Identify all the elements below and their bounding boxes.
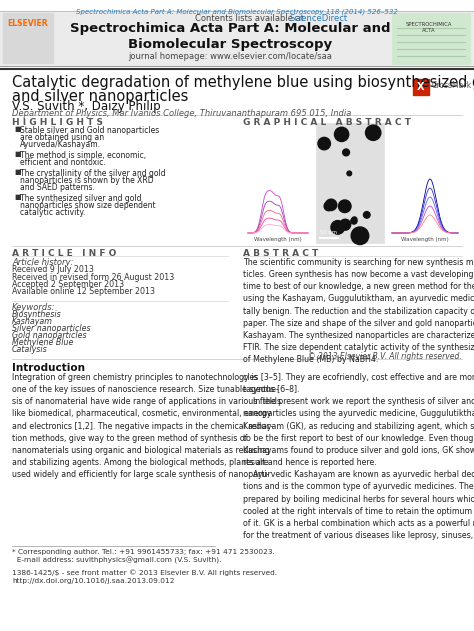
Circle shape (352, 217, 357, 222)
Text: Spectrochimica Acta Part A: Molecular and
Biomolecular Spectroscopy: Spectrochimica Acta Part A: Molecular an… (70, 22, 390, 51)
Text: A B S T R A C T: A B S T R A C T (243, 249, 318, 258)
Text: Kashayam: Kashayam (12, 317, 53, 326)
Text: H I G H L I G H T S: H I G H L I G H T S (12, 118, 103, 127)
Text: Spectrochimica Acta Part A: Molecular and Biomolecular Spectroscopy 118 (2014) 5: Spectrochimica Acta Part A: Molecular an… (76, 8, 398, 15)
Text: catalytic activity.: catalytic activity. (20, 208, 85, 217)
Text: ELSEVIER: ELSEVIER (8, 19, 48, 28)
Text: CrossMark: CrossMark (432, 81, 472, 90)
Circle shape (324, 201, 333, 211)
Circle shape (318, 138, 330, 150)
Text: A R T I C L E   I N F O: A R T I C L E I N F O (12, 249, 117, 258)
Text: nanoparticles show size dependent: nanoparticles show size dependent (20, 201, 155, 210)
Bar (0, 11, 474, 66)
Circle shape (351, 218, 357, 224)
Text: ■: ■ (14, 151, 21, 157)
Text: X: X (417, 82, 425, 92)
Bar (316, 123, 384, 243)
Text: Catalysis: Catalysis (12, 345, 48, 354)
Circle shape (351, 227, 369, 245)
Bar (244, 123, 312, 243)
Text: * Corresponding author. Tel.: +91 9961455733; fax: +91 471 2530023.: * Corresponding author. Tel.: +91 996145… (12, 549, 275, 555)
Text: ScienceDirect: ScienceDirect (290, 14, 348, 23)
Text: Ayurveda/Kashayam.: Ayurveda/Kashayam. (20, 140, 101, 149)
Text: are obtained using an: are obtained using an (20, 133, 104, 142)
Bar (413, 79, 429, 95)
Text: Wavelength (nm): Wavelength (nm) (254, 237, 302, 242)
Text: ■: ■ (14, 169, 21, 175)
Text: Stable silver and Gold nanoparticles: Stable silver and Gold nanoparticles (20, 126, 159, 135)
Text: and SAED patterns.: and SAED patterns. (20, 183, 95, 192)
Circle shape (331, 221, 345, 234)
Text: Integration of green chemistry principles to nanotechnology is
one of the key is: Integration of green chemistry principle… (12, 373, 281, 479)
Text: Silver nanoparticles: Silver nanoparticles (12, 324, 91, 333)
Bar (392, 13, 470, 64)
Text: Methylene Blue: Methylene Blue (12, 338, 73, 347)
Text: ■: ■ (14, 126, 21, 132)
Text: © 2013 Elsevier B.V. All rights reserved.: © 2013 Elsevier B.V. All rights reserved… (308, 352, 462, 361)
Text: Received in revised form 26 August 2013: Received in revised form 26 August 2013 (12, 273, 174, 281)
Text: G R A P H I C A L   A B S T R A C T: G R A P H I C A L A B S T R A C T (243, 118, 411, 127)
Text: journal homepage: www.elsevier.com/locate/saa: journal homepage: www.elsevier.com/locat… (128, 52, 332, 61)
Text: The crystallinity of the silver and gold: The crystallinity of the silver and gold (20, 169, 165, 178)
Circle shape (347, 171, 352, 176)
Text: Wavelength (nm): Wavelength (nm) (401, 237, 449, 242)
Text: ■: ■ (14, 194, 21, 200)
Text: 50 nm: 50 nm (320, 230, 337, 235)
Text: Keywords:: Keywords: (12, 303, 55, 312)
Text: 1386-1425/$ - see front matter © 2013 Elsevier B.V. All rights reserved.
http://: 1386-1425/$ - see front matter © 2013 El… (12, 569, 277, 584)
Text: Catalytic degradation of methylene blue using biosynthesized gold: Catalytic degradation of methylene blue … (12, 75, 474, 90)
Circle shape (338, 200, 351, 213)
Circle shape (365, 125, 381, 141)
Text: The scientific community is searching for new synthesis methods for the producti: The scientific community is searching fo… (243, 258, 474, 364)
Text: Accepted 2 September 2013: Accepted 2 September 2013 (12, 280, 124, 289)
Text: Article history:: Article history: (12, 258, 73, 267)
Circle shape (364, 211, 370, 218)
Text: cles [3–5]. They are ecofriendly, cost effective and are more advan-
tageous [6–: cles [3–5]. They are ecofriendly, cost e… (243, 373, 474, 540)
Circle shape (326, 199, 337, 211)
Text: V.S. Suvith *, Daizy Philip: V.S. Suvith *, Daizy Philip (12, 100, 161, 113)
Bar (3, 13, 53, 63)
Circle shape (343, 149, 349, 156)
Text: Biosynthesis: Biosynthesis (12, 310, 62, 319)
Circle shape (335, 127, 349, 141)
Text: Contents lists available at: Contents lists available at (195, 14, 307, 23)
Text: Gold nanoparticles: Gold nanoparticles (12, 331, 87, 340)
Text: SPECTROCHIMICA
ACTA: SPECTROCHIMICA ACTA (406, 22, 452, 33)
Circle shape (340, 219, 351, 230)
Text: E-mail address: suvithphysics@gmail.com (V.S. Suvith).: E-mail address: suvithphysics@gmail.com … (12, 557, 221, 564)
Text: efficient and nontoxic.: efficient and nontoxic. (20, 158, 106, 167)
Text: nanoparticles is shown by the XRD: nanoparticles is shown by the XRD (20, 176, 154, 185)
Text: The method is simple, economic,: The method is simple, economic, (20, 151, 146, 160)
Text: Received 9 July 2013: Received 9 July 2013 (12, 265, 94, 274)
Text: Department of Physics, Mar Ivanios College, Thiruvananthapuram 695 015, India: Department of Physics, Mar Ivanios Colle… (12, 109, 351, 118)
Text: The synthesized silver and gold: The synthesized silver and gold (20, 194, 142, 203)
Bar (388, 123, 462, 243)
Text: Available online 12 September 2013: Available online 12 September 2013 (12, 288, 155, 297)
Text: and silver nanoparticles: and silver nanoparticles (12, 89, 188, 104)
Text: Introduction: Introduction (12, 363, 85, 373)
